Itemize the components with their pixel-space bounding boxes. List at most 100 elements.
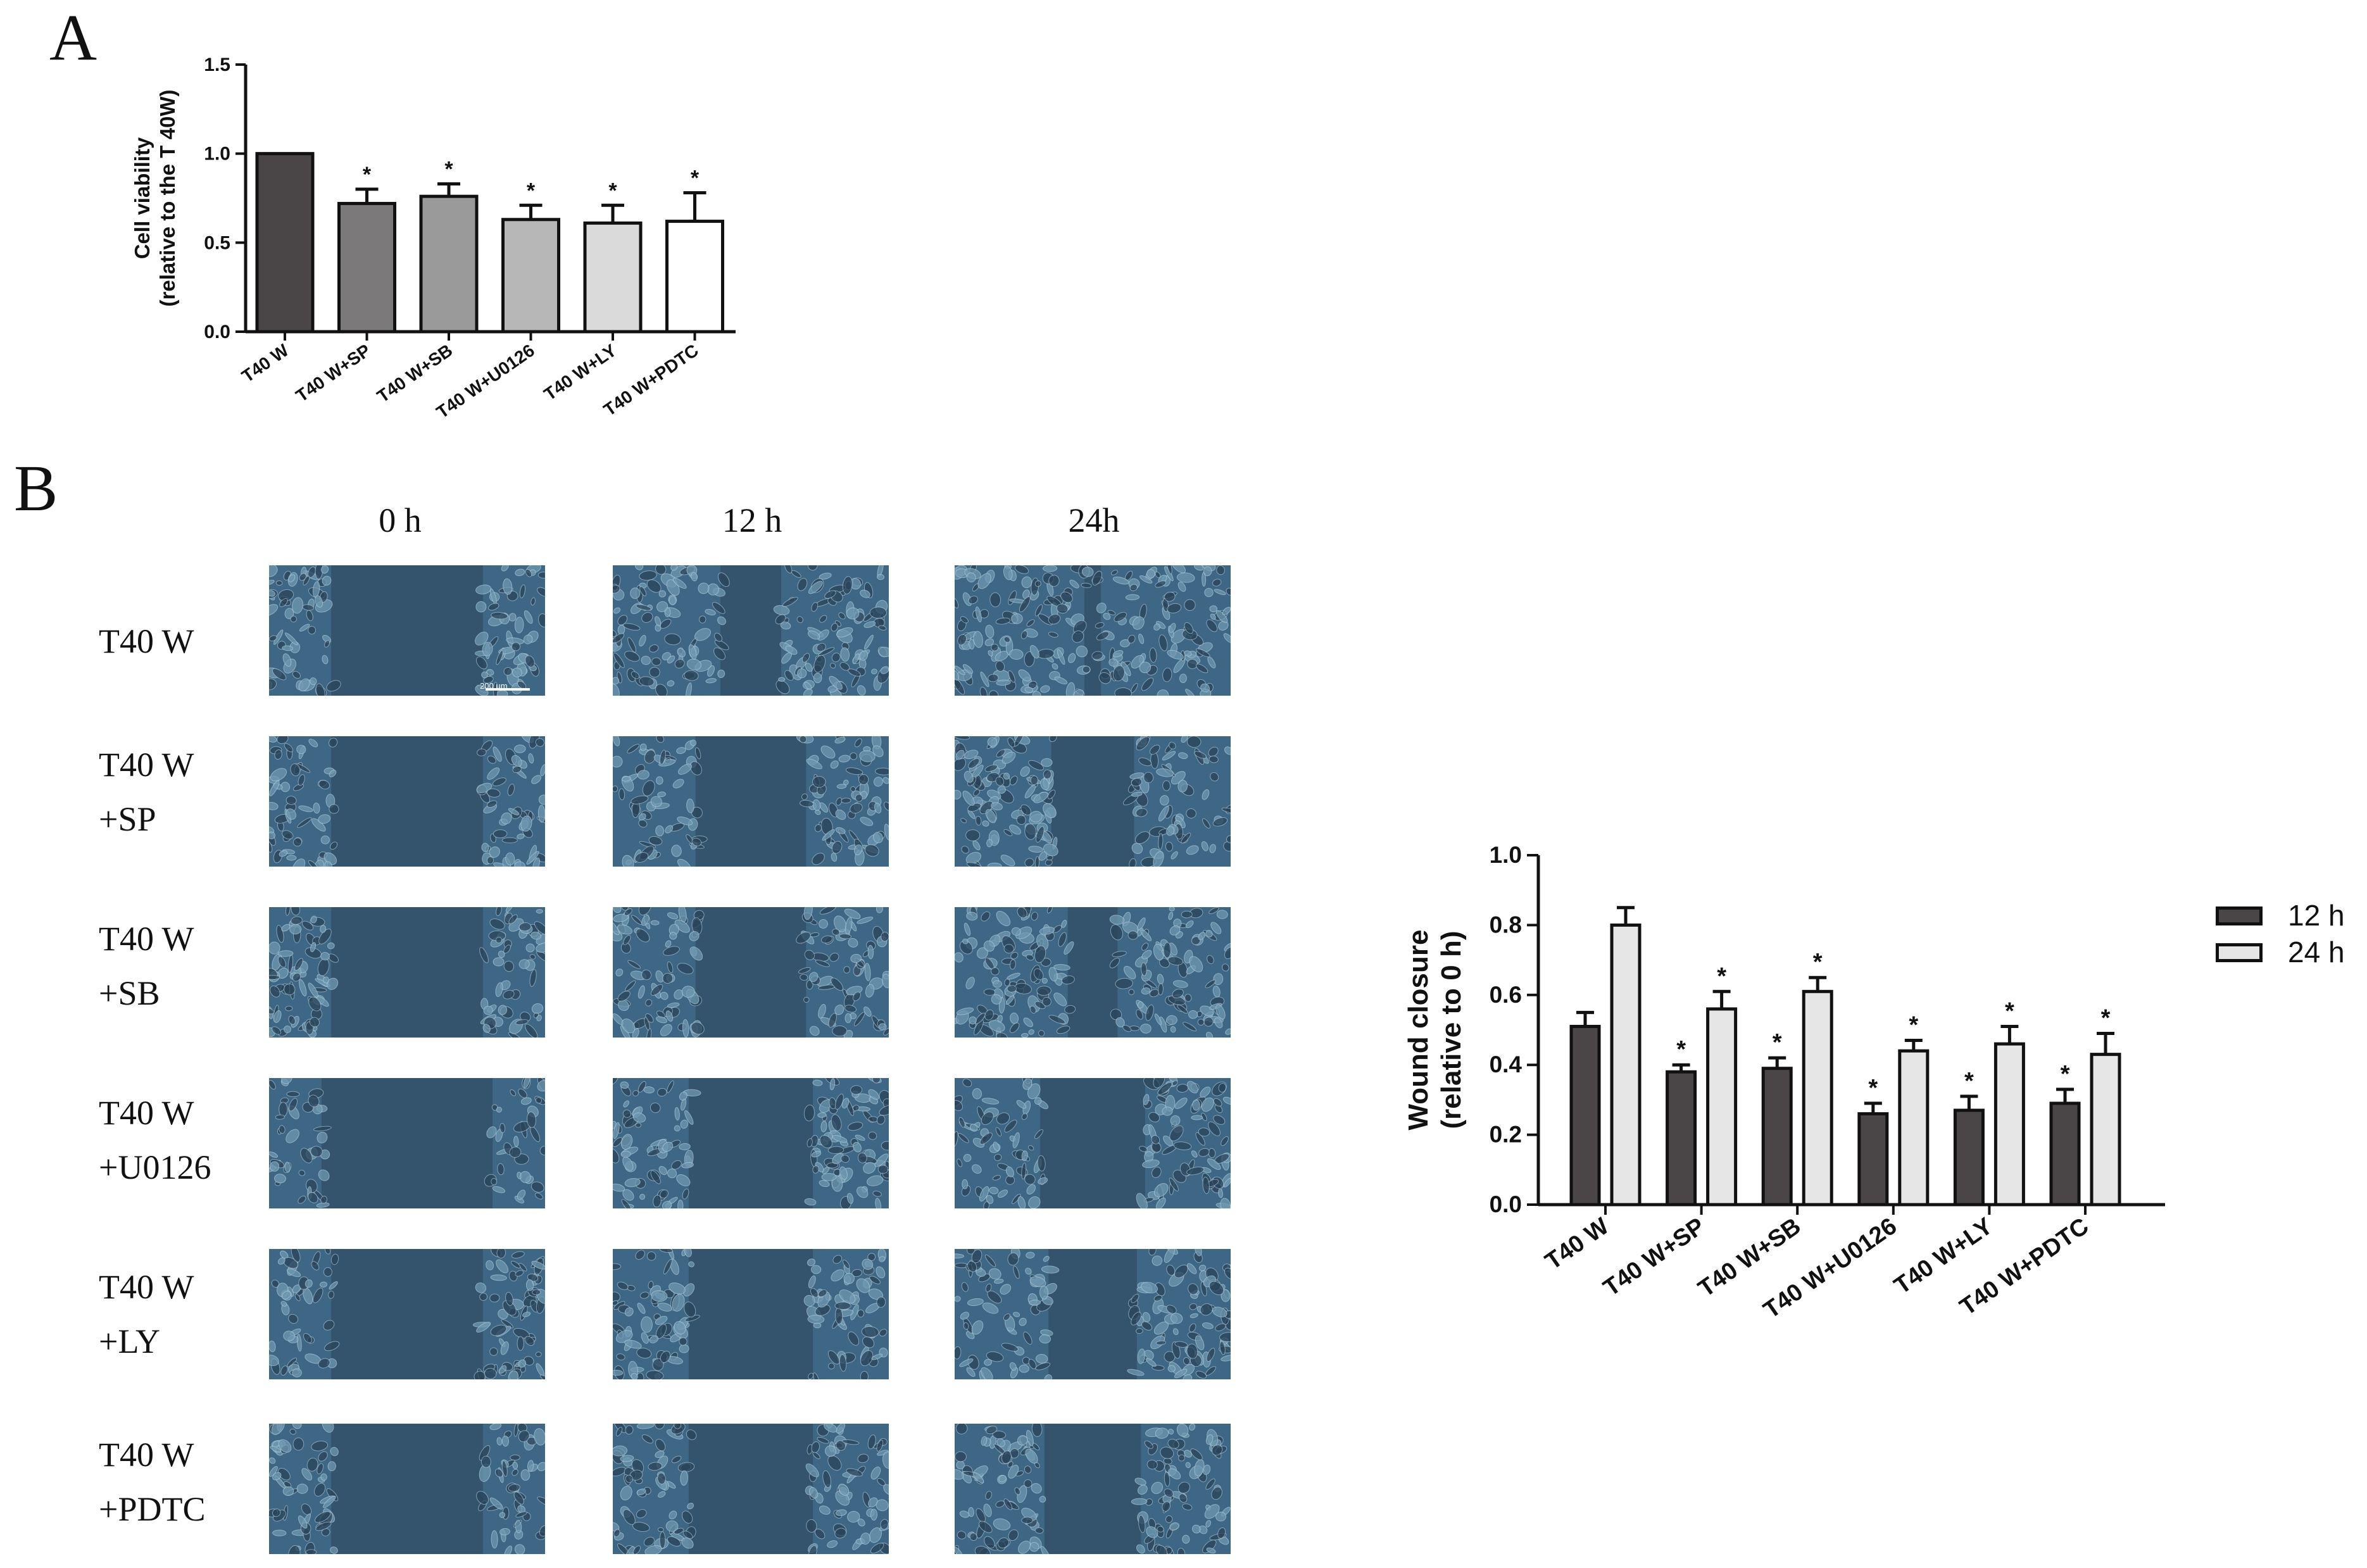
cell [327,942,335,950]
cell [812,799,821,811]
cell [974,1546,991,1554]
cell [1140,1024,1152,1034]
cell [651,1290,668,1302]
cell [515,1511,527,1518]
cell [955,757,966,771]
cell [1153,1183,1169,1198]
cell [1042,996,1052,1007]
cell [862,1336,875,1348]
cell [639,634,646,647]
cell [292,1368,302,1377]
cell [476,1491,489,1505]
cell [523,1078,531,1089]
cell [964,750,979,760]
cell [969,1124,978,1132]
cell [677,963,694,975]
significance-marker: * [1717,963,1726,989]
cell [1177,581,1186,592]
cell [874,803,882,814]
cell [624,1339,642,1349]
bar-t40-w-ly-12-h [1953,1108,1985,1207]
cell [613,1263,622,1270]
cell [525,1279,534,1291]
cell [625,980,636,991]
cell [984,1009,994,1020]
cell [875,767,889,775]
cell [537,1462,545,1472]
cell [515,1520,522,1533]
cell [645,999,653,1007]
cell [1219,1341,1226,1355]
cell [518,1430,530,1443]
cell [522,1312,531,1317]
cell [822,1470,831,1488]
wound-gap [331,907,483,1038]
cell [508,914,518,924]
cell [1189,1424,1196,1431]
cell [955,670,959,681]
cell [1207,1158,1221,1170]
significance-marker: * [1773,1029,1782,1056]
cell [717,669,725,678]
cell [289,1429,296,1435]
cell [1131,1312,1142,1326]
cell [1178,1454,1185,1462]
cell [991,802,1003,811]
cell [689,946,703,961]
cell [962,1179,969,1189]
cell [955,1424,968,1434]
cell [1143,1094,1150,1105]
cell [637,1303,646,1314]
cell [1195,1249,1202,1257]
cell [1011,613,1023,624]
microscopy-image [955,1078,1231,1208]
cell [613,677,620,685]
cell [625,1474,633,1483]
cell [537,805,545,823]
cell [868,1288,884,1300]
cell [1141,1321,1153,1331]
cell [677,648,686,658]
cell [1001,1450,1012,1464]
cell [529,954,536,960]
cell [655,1424,665,1429]
cell [641,1434,653,1444]
cell [318,1358,330,1369]
cell [850,1085,863,1095]
cell [840,647,850,662]
cell [1146,569,1155,579]
cell [496,1259,509,1274]
cell [1124,965,1136,980]
cell [684,1110,694,1125]
cell [1224,946,1231,960]
cell [1008,1529,1019,1541]
cell [969,638,975,649]
cell [1218,620,1229,631]
cell [625,1425,634,1435]
cell [1009,1362,1017,1371]
cell [811,601,819,612]
cell [828,1013,837,1028]
cell [986,1195,994,1204]
cell [1056,1025,1070,1034]
cell [875,1198,882,1208]
cell [816,643,826,652]
wound-gap [1067,907,1118,1038]
cell [631,795,649,805]
cell [1142,1159,1160,1169]
cell [1146,1459,1158,1470]
cell [808,972,819,982]
cell [836,797,843,806]
bar-t40-w-sb-24-h [1802,989,1833,1207]
cell [632,1090,639,1096]
cell [1069,579,1079,589]
cell [684,1249,692,1257]
cell [655,825,665,837]
cell [531,597,536,606]
cell [1213,1115,1226,1125]
cell [501,1319,513,1329]
cell [981,1367,993,1379]
cell [475,631,489,646]
cell [503,944,511,954]
cell [867,944,874,960]
